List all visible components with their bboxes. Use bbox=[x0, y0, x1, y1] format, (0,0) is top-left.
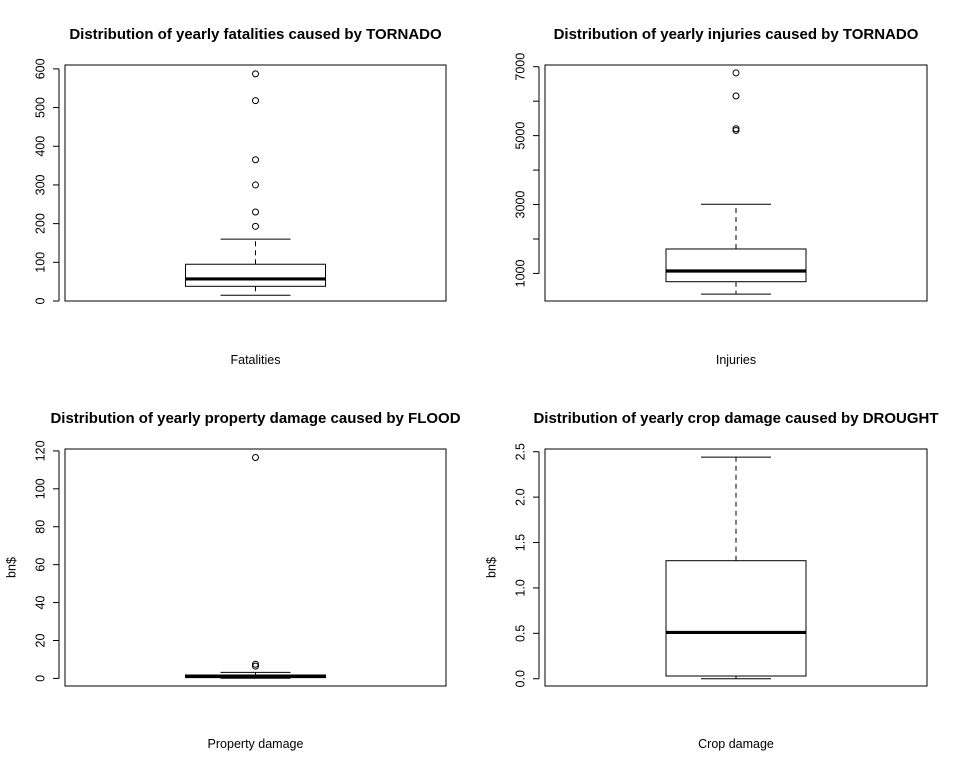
y-tick-label: 0 bbox=[33, 297, 47, 304]
chart-title: Distribution of yearly fatalities caused… bbox=[69, 26, 442, 43]
outlier-point bbox=[732, 92, 740, 100]
y-tick-label: 40 bbox=[33, 596, 47, 610]
iqr-box bbox=[185, 263, 326, 287]
y-tick-label: 0.0 bbox=[513, 670, 527, 687]
outlier-point bbox=[252, 156, 259, 164]
chart-title: Distribution of yearly crop damage cause… bbox=[533, 410, 938, 427]
outlier-point bbox=[252, 662, 259, 670]
x-axis-label: Fatalities bbox=[230, 353, 280, 367]
chart-panel-2: Distribution of yearly injuries caused b… bbox=[513, 26, 928, 367]
x-axis-label: Injuries bbox=[716, 353, 756, 367]
outlier-point bbox=[252, 181, 259, 189]
y-tick-label: 7000 bbox=[513, 53, 527, 81]
outlier-point bbox=[732, 125, 740, 133]
y-tick-label: 0.5 bbox=[513, 625, 527, 642]
outlier-point bbox=[252, 97, 259, 105]
y-tick-label: 1000 bbox=[513, 259, 527, 287]
y-tick-label: 80 bbox=[33, 520, 47, 534]
y-tick-label: 3000 bbox=[513, 191, 527, 219]
plot-frame bbox=[64, 448, 447, 687]
x-axis-label: Crop damage bbox=[698, 737, 774, 751]
y-tick-label: 1.5 bbox=[513, 534, 527, 551]
x-axis-label: Property damage bbox=[208, 737, 304, 751]
outlier-point bbox=[732, 69, 740, 77]
plot-frame bbox=[64, 64, 447, 302]
y-tick-label: 200 bbox=[33, 213, 47, 234]
outlier-point bbox=[252, 208, 259, 216]
iqr-box bbox=[665, 248, 807, 283]
iqr-box bbox=[665, 560, 807, 677]
plot-frame bbox=[544, 448, 928, 687]
y-tick-label: 0 bbox=[33, 675, 47, 682]
y-axis-label: bn$ bbox=[484, 557, 498, 578]
plot-frame bbox=[544, 64, 928, 302]
outlier-point bbox=[252, 70, 259, 78]
chart-title: Distribution of yearly injuries caused b… bbox=[554, 26, 919, 43]
y-axis-label: bn$ bbox=[4, 557, 18, 578]
y-tick-label: 100 bbox=[33, 478, 47, 499]
y-tick-label: 5000 bbox=[513, 122, 527, 150]
y-tick-label: 400 bbox=[33, 136, 47, 157]
chart-title: Distribution of yearly property damage c… bbox=[50, 410, 460, 427]
y-tick-label: 600 bbox=[33, 58, 47, 79]
y-tick-label: 300 bbox=[33, 174, 47, 195]
outlier-point bbox=[252, 660, 259, 668]
y-tick-label: 1.0 bbox=[513, 579, 527, 596]
y-tick-label: 60 bbox=[33, 558, 47, 572]
y-tick-label: 20 bbox=[33, 633, 47, 647]
outlier-point bbox=[252, 222, 259, 230]
chart-panel-3: Distribution of yearly property damage c… bbox=[4, 410, 460, 751]
y-tick-label: 2.0 bbox=[513, 488, 527, 505]
y-tick-label: 120 bbox=[33, 440, 47, 461]
y-tick-label: 2.5 bbox=[513, 443, 527, 460]
chart-panel-4: Distribution of yearly crop damage cause… bbox=[484, 410, 938, 751]
chart-panel-1: Distribution of yearly fatalities caused… bbox=[33, 26, 447, 367]
y-tick-label: 100 bbox=[33, 252, 47, 273]
y-tick-label: 500 bbox=[33, 97, 47, 118]
outlier-point bbox=[252, 454, 259, 462]
